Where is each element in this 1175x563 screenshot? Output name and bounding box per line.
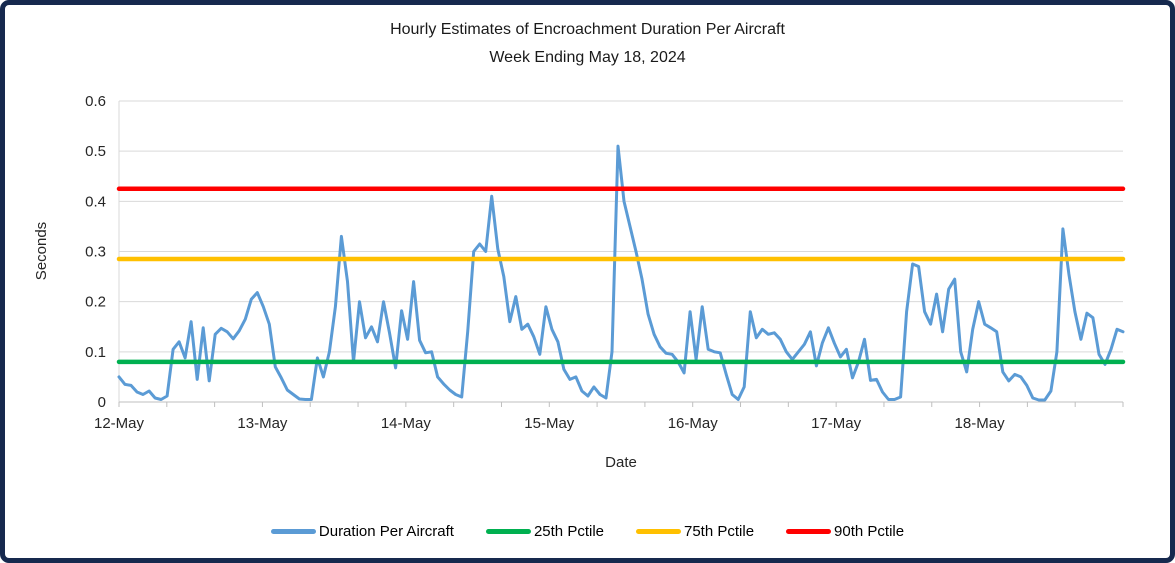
x-tick-label: 17-May xyxy=(811,415,862,432)
legend-item-90th-pctile: 90th Pctile xyxy=(786,523,904,540)
y-tick-label: 0 xyxy=(98,394,106,411)
x-axis-title: Date xyxy=(605,454,637,471)
pctile90-line-swatch-icon xyxy=(786,528,832,534)
chart-title-line2: Week Ending May 18, 2024 xyxy=(489,49,686,66)
pctile75-line-swatch-icon xyxy=(636,528,681,534)
y-tick-label: 0.4 xyxy=(85,193,106,210)
y-tick-label: 0.5 xyxy=(85,143,106,160)
series-duration-per-aircraft xyxy=(117,144,1125,402)
legend-item-75th-pctile: 75th Pctile xyxy=(636,523,754,540)
chart-title-line1: Hourly Estimates of Encroachment Duratio… xyxy=(390,21,785,38)
chart-title: Hourly Estimates of Encroachment Duratio… xyxy=(5,16,1170,72)
legend-label: Duration Per Aircraft xyxy=(318,522,454,540)
pctile25-line-swatch-icon xyxy=(485,528,531,534)
y-tick-label: 0.6 xyxy=(85,93,106,110)
x-tick-label: 18-May xyxy=(955,415,1006,432)
legend-label: 75th Pctile xyxy=(684,522,755,540)
x-tick-label: 16-May xyxy=(668,415,719,432)
x-tick-label: 13-May xyxy=(237,415,288,432)
y-axis-title: Seconds xyxy=(33,221,50,281)
x-tick-label: 15-May xyxy=(524,415,575,432)
y-tick-label: 0.2 xyxy=(85,294,106,311)
legend-label: 25th Pctile xyxy=(533,522,604,540)
legend: Duration Per Aircraft 25th Pctile 75th P… xyxy=(5,521,1170,541)
x-tick-label: 14-May xyxy=(381,415,432,432)
legend-label: 90th Pctile xyxy=(834,522,905,540)
legend-item-25th-pctile: 25th Pctile xyxy=(485,522,604,540)
legend-item-duration: Duration Per Aircraft xyxy=(270,522,454,540)
x-tick-label: 12-May xyxy=(94,415,145,432)
y-tick-label: 0.3 xyxy=(85,244,106,261)
y-tick-label: 0.1 xyxy=(85,344,106,361)
duration-line-swatch-icon xyxy=(270,528,316,534)
